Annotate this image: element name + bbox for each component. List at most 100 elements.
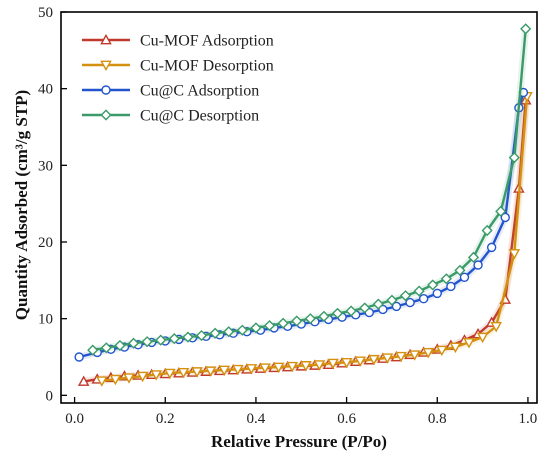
legend-label: Cu-MOF Adsorption [140, 33, 274, 50]
data-point [432, 288, 442, 299]
plot-frame [60, 11, 538, 404]
data-point [368, 354, 380, 366]
legend-marker [100, 33, 112, 45]
data-point [490, 321, 502, 333]
data-point [182, 331, 194, 343]
series-layer [74, 23, 533, 387]
data-point [263, 319, 276, 332]
data-point [286, 361, 298, 373]
legend-label: Cu-MOF Desorption [140, 58, 274, 75]
data-point [136, 371, 149, 383]
data-point [195, 329, 208, 342]
data-point [422, 348, 434, 359]
data-point [418, 294, 429, 304]
y-tick-label: 0 [46, 388, 54, 404]
data-point [454, 264, 466, 276]
data-point [313, 360, 326, 371]
data-point [232, 364, 244, 376]
data-point [486, 242, 497, 253]
data-point [408, 350, 421, 361]
legend-marker [100, 109, 112, 121]
data-point [359, 302, 371, 314]
data-point [300, 361, 312, 372]
y-tick-label: 40 [38, 82, 53, 98]
data-point [164, 368, 176, 380]
data-point [340, 357, 353, 369]
series-3 [87, 23, 532, 356]
data-point [127, 337, 140, 349]
data-point [500, 212, 510, 223]
data-point [277, 317, 289, 329]
data-point [191, 367, 203, 378]
data-point [476, 332, 489, 344]
data-point [446, 281, 456, 292]
tick-layer: 0.0 0.2 0.4 0.6 0.8 1.0 0 10 20 30 40 50 [38, 5, 537, 427]
legend: Cu-MOF Adsorption Cu-MOF Desorption Cu@C A… [82, 33, 274, 125]
data-point [327, 358, 339, 370]
data-point [96, 376, 108, 387]
data-point [304, 313, 316, 325]
data-point [291, 315, 303, 327]
legend-label: Cu@C Desorption [140, 108, 259, 125]
data-point [331, 307, 344, 319]
data-point [436, 345, 448, 357]
data-point [177, 367, 190, 379]
data-point [459, 272, 470, 282]
data-point [405, 297, 415, 308]
legend-label: Cu@C Adsorption [140, 83, 259, 100]
x-tick-label: 1.0 [519, 411, 538, 427]
data-point [345, 305, 357, 317]
legend-marker [100, 60, 112, 72]
series-1 [96, 91, 533, 387]
data-point [473, 260, 483, 270]
data-point [481, 224, 493, 237]
data-point [520, 23, 532, 35]
x-tick-label: 0.0 [65, 411, 84, 427]
data-point [218, 365, 230, 377]
data-point [508, 152, 520, 164]
data-point [141, 336, 153, 348]
data-point [155, 334, 167, 346]
data-point [272, 362, 285, 374]
data-point [386, 294, 398, 306]
x-tick-label: 0.4 [247, 411, 266, 427]
y-tick-label: 30 [38, 158, 53, 174]
data-point [109, 374, 122, 386]
data-point [223, 326, 235, 338]
data-point [440, 273, 452, 285]
data-point [318, 310, 330, 322]
x-axis-title: Relative Pressure (P/Po) [211, 432, 387, 451]
data-point [123, 373, 135, 384]
data-point [508, 249, 521, 260]
data-point [259, 363, 271, 374]
series-glow [92, 28, 530, 354]
data-point [427, 279, 439, 291]
data-point [463, 338, 475, 349]
y-tick-label: 20 [38, 235, 53, 251]
y-tick-label: 50 [38, 5, 53, 21]
data-point [413, 285, 425, 297]
data-point [245, 364, 258, 375]
data-point [236, 324, 248, 336]
legend-marker [101, 85, 111, 95]
data-point [467, 251, 480, 263]
data-point [250, 322, 262, 334]
data-point [87, 344, 99, 356]
data-point [168, 333, 180, 345]
data-point [100, 342, 112, 354]
data-point [372, 298, 384, 310]
data-point [381, 353, 394, 364]
x-tick-label: 0.2 [156, 411, 175, 427]
data-point [395, 351, 407, 363]
data-point [354, 356, 366, 367]
data-point [204, 366, 217, 377]
data-point [150, 370, 162, 381]
data-point [77, 375, 90, 386]
x-tick-label: 0.8 [428, 411, 447, 427]
data-point [399, 290, 412, 302]
data-point [495, 205, 507, 217]
data-point [391, 301, 402, 312]
data-point [74, 352, 84, 362]
data-point [449, 342, 462, 354]
